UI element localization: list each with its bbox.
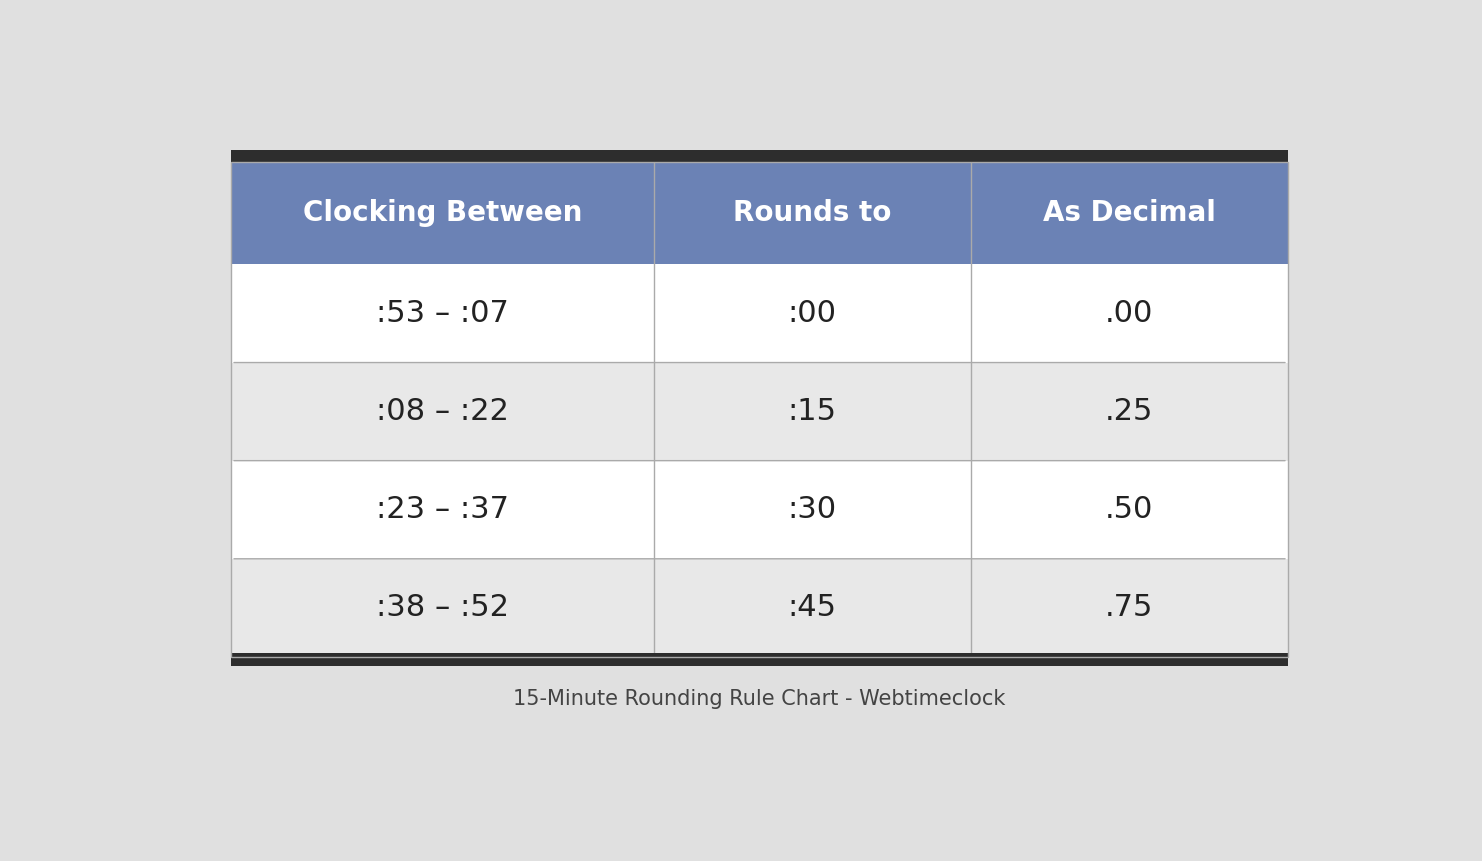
Text: .25: .25 xyxy=(1106,397,1153,426)
Text: :00: :00 xyxy=(788,299,837,328)
Text: .50: .50 xyxy=(1106,495,1153,524)
Bar xyxy=(231,264,1288,362)
Text: :45: :45 xyxy=(788,593,837,623)
Text: :15: :15 xyxy=(788,397,837,426)
Text: :23 – :37: :23 – :37 xyxy=(376,495,508,524)
Text: .75: .75 xyxy=(1106,593,1153,623)
Text: :53 – :07: :53 – :07 xyxy=(376,299,508,328)
Text: 15-Minute Rounding Rule Chart - Webtimeclock: 15-Minute Rounding Rule Chart - Webtimec… xyxy=(513,690,1006,709)
Text: Rounds to: Rounds to xyxy=(734,199,892,227)
Bar xyxy=(231,653,1288,666)
Text: :30: :30 xyxy=(788,495,837,524)
Bar xyxy=(231,162,1288,264)
Text: :38 – :52: :38 – :52 xyxy=(376,593,508,623)
Text: .00: .00 xyxy=(1106,299,1153,328)
Text: As Decimal: As Decimal xyxy=(1043,199,1215,227)
Bar xyxy=(231,559,1288,657)
Text: :08 – :22: :08 – :22 xyxy=(376,397,508,426)
Bar xyxy=(231,150,1288,162)
Bar xyxy=(231,461,1288,559)
Bar xyxy=(231,362,1288,461)
Text: Clocking Between: Clocking Between xyxy=(302,199,582,227)
Bar xyxy=(231,162,1288,657)
